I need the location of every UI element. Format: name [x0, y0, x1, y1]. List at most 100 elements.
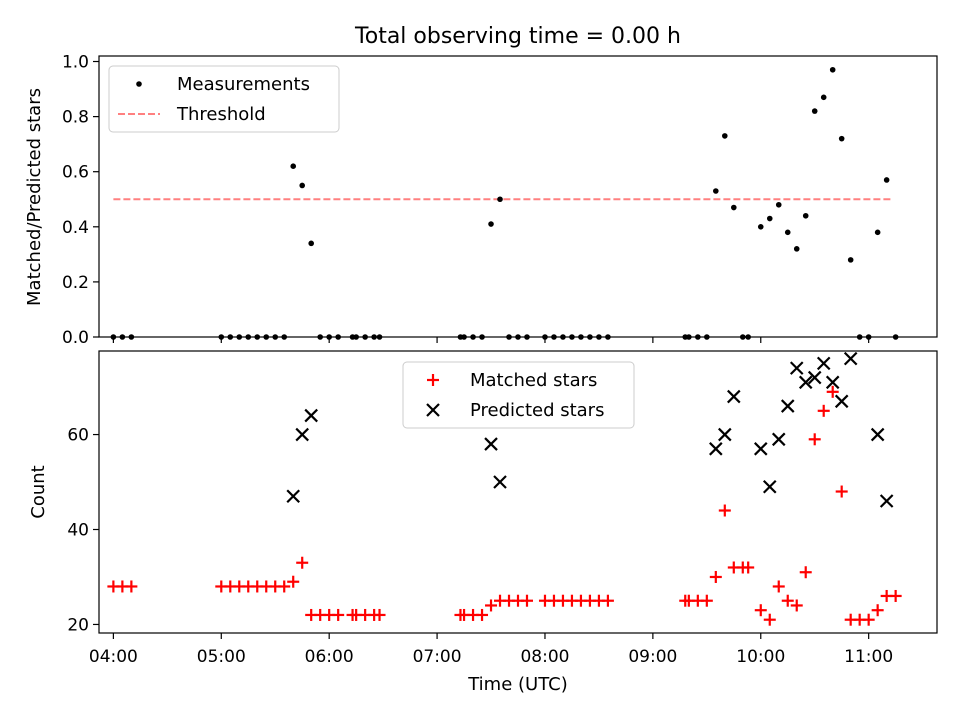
data-point-measurement — [784, 229, 791, 236]
data-point-matched-stars — [889, 589, 902, 602]
data-point-matched-stars — [781, 594, 794, 607]
data-point-matched-stars — [296, 556, 309, 569]
data-point-predicted-stars — [727, 389, 741, 404]
data-point-measurement — [722, 133, 728, 139]
data-point-measurement — [829, 66, 836, 73]
data-point-matched-stars — [862, 613, 875, 626]
data-point-matched-stars — [871, 604, 884, 617]
data-point-matched-stars — [817, 404, 830, 417]
data-point-measurement — [730, 204, 737, 211]
data-point-predicted-stars — [780, 399, 795, 413]
top-plot-frame — [98, 55, 938, 338]
data-point-predicted-stars — [753, 442, 768, 456]
y-tick-label: 0.4 — [62, 218, 89, 238]
data-point-predicted-stars — [718, 427, 732, 442]
data-point-matched-stars — [332, 608, 345, 621]
x-tick-label: 07:00 — [413, 647, 462, 667]
data-point-measurement — [497, 196, 503, 203]
x-tick-label: 04:00 — [89, 647, 138, 667]
data-point-predicted-stars — [493, 475, 507, 489]
bottom-panel: 20 40 60 04:00 05:00 06:00 07:00 08:00 09:00 10:… — [28, 350, 938, 695]
chart-title: Total observing time = 0.00 h — [354, 24, 681, 49]
x-tick-label: 11:00 — [844, 647, 893, 667]
data-point-predicted-stars — [709, 442, 723, 456]
bottom-marks — [107, 351, 902, 626]
data-point-predicted-stars — [484, 437, 498, 451]
data-point-predicted-stars — [834, 394, 849, 409]
data-point-matched-stars — [790, 599, 803, 612]
data-point-predicted-stars — [825, 375, 840, 390]
data-point-matched-stars — [754, 604, 767, 617]
data-point-matched-stars — [278, 580, 291, 593]
data-point-measurement — [290, 163, 297, 169]
data-point-matched-stars — [601, 594, 614, 607]
data-point-matched-stars — [476, 608, 489, 621]
top-legend-box — [108, 65, 340, 133]
data-point-predicted-stars — [879, 494, 894, 508]
bottom-legend-box — [402, 361, 635, 429]
data-point-matched-stars — [125, 580, 138, 593]
bottom-x-axis: 04:00 05:00 06:00 07:00 08:00 09:00 10:00 11:00 — [89, 633, 893, 667]
data-point-measurement — [838, 135, 845, 142]
y-tick-label: 1.0 — [62, 53, 89, 73]
top-legend: Measurements Threshold — [108, 65, 340, 133]
legend-matched-label: Matched stars — [470, 370, 597, 391]
y-tick-label: 20 — [67, 615, 89, 635]
data-point-measurement — [802, 212, 809, 219]
bottom-plot-frame — [98, 350, 938, 634]
data-point-matched-stars — [287, 575, 300, 588]
data-point-matched-stars — [742, 561, 755, 574]
data-point-measurement — [775, 201, 782, 208]
x-tick-label: 09:00 — [628, 647, 677, 667]
data-point-measurement — [308, 240, 314, 247]
y-tick-label: 0.8 — [62, 108, 89, 128]
legend-matched-marker — [427, 374, 439, 386]
top-panel: 0.0 0.2 0.4 0.6 0.8 1.0 Matched/Predicted sta… — [24, 53, 938, 348]
data-point-matched-stars — [772, 580, 785, 593]
data-point-predicted-stars — [304, 408, 318, 423]
data-point-measurement — [299, 182, 306, 189]
data-point-measurement — [713, 188, 719, 194]
data-point-matched-stars — [835, 485, 848, 498]
data-point-predicted-stars — [762, 479, 777, 494]
data-point-matched-stars — [826, 385, 839, 398]
data-point-predicted-stars — [295, 427, 309, 442]
legend-predicted-label: Predicted stars — [470, 400, 604, 421]
data-point-predicted-stars — [798, 375, 813, 390]
data-point-predicted-stars — [870, 427, 885, 442]
data-point-predicted-stars — [816, 356, 831, 371]
data-point-predicted-stars — [807, 370, 822, 385]
data-point-matched-stars — [373, 608, 386, 621]
data-point-matched-stars — [718, 504, 731, 517]
legend-measurements-marker — [136, 81, 142, 87]
data-point-measurement — [847, 257, 854, 263]
y-tick-label: 0.2 — [62, 273, 89, 293]
top-y-axis: 0.0 0.2 0.4 0.6 0.8 1.0 — [62, 53, 99, 348]
data-point-measurement — [488, 221, 494, 227]
data-point-matched-stars — [520, 594, 533, 607]
data-point-predicted-stars — [286, 489, 300, 504]
x-tick-label: 05:00 — [197, 647, 246, 667]
data-point-predicted-stars — [789, 361, 804, 375]
data-point-predicted-stars — [843, 351, 858, 366]
data-point-matched-stars — [485, 599, 498, 612]
x-tick-label: 06:00 — [305, 647, 354, 667]
data-point-measurement — [820, 94, 827, 101]
bottom-y-axis-label: Count — [28, 465, 49, 518]
data-point-measurement — [883, 177, 890, 183]
data-point-predicted-stars — [771, 432, 786, 447]
x-tick-label: 08:00 — [520, 647, 569, 667]
data-point-matched-stars — [808, 433, 821, 446]
data-point-measurement — [766, 215, 773, 222]
y-tick-label: 0.0 — [62, 328, 89, 348]
legend-threshold-label: Threshold — [176, 104, 266, 125]
top-x-ticks — [112, 337, 870, 343]
x-tick-label: 10:00 — [736, 647, 785, 667]
data-point-measurement — [757, 224, 764, 230]
legend-predicted-marker — [426, 403, 440, 417]
data-point-matched-stars — [763, 613, 776, 626]
bottom-legend: Matched stars Predicted stars — [402, 361, 635, 429]
y-tick-label: 0.6 — [62, 163, 89, 183]
x-axis-label: Time (UTC) — [467, 674, 568, 695]
